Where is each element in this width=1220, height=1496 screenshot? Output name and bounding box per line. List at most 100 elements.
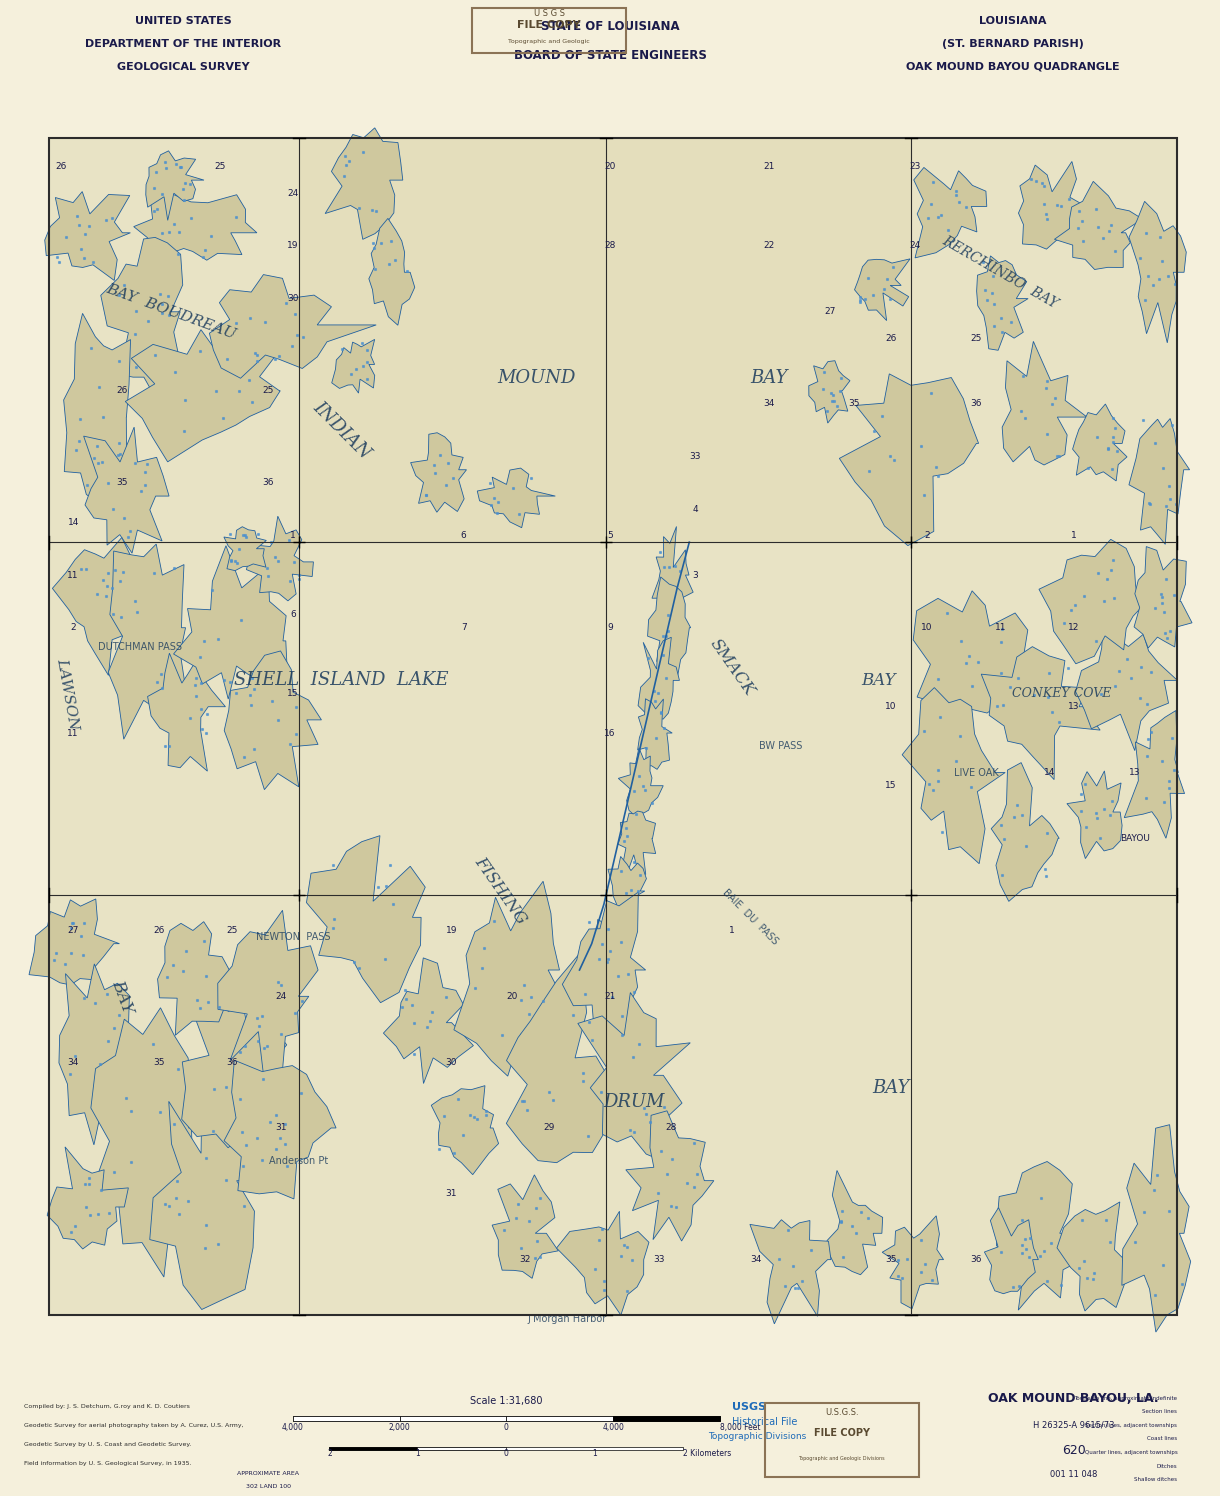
Polygon shape [59, 963, 143, 1144]
Text: 36: 36 [970, 1255, 982, 1264]
Polygon shape [562, 892, 645, 1052]
Text: 28: 28 [604, 241, 616, 250]
Polygon shape [157, 922, 238, 1035]
Polygon shape [506, 953, 608, 1162]
Text: 25: 25 [262, 386, 274, 395]
Polygon shape [578, 992, 691, 1164]
Text: Quarter lines, adjacent townships: Quarter lines, adjacent townships [1085, 1450, 1177, 1456]
Polygon shape [1002, 341, 1087, 465]
Text: NEWTON  PASS: NEWTON PASS [255, 932, 331, 942]
Text: (ST. BERNARD PARISH): (ST. BERNARD PARISH) [942, 39, 1083, 48]
Polygon shape [368, 218, 415, 325]
Polygon shape [492, 1174, 559, 1279]
Text: 32: 32 [518, 1255, 531, 1264]
Bar [293, 1417, 400, 1421]
Text: 34: 34 [67, 1058, 79, 1067]
Polygon shape [84, 428, 170, 554]
Text: 33: 33 [689, 452, 702, 461]
Text: SMACK: SMACK [706, 636, 758, 699]
Text: FISHING: FISHING [471, 854, 529, 928]
Polygon shape [1135, 546, 1192, 648]
Text: 11: 11 [994, 624, 1006, 633]
Polygon shape [1076, 618, 1177, 751]
Text: LOUISIANA: LOUISIANA [978, 15, 1047, 25]
Polygon shape [411, 432, 466, 512]
Text: OAK MOUND BAYOU QUADRANGLE: OAK MOUND BAYOU QUADRANGLE [905, 61, 1120, 72]
Text: 1: 1 [730, 926, 734, 935]
Text: 15: 15 [884, 781, 897, 790]
Text: APPROXIMATE AREA: APPROXIMATE AREA [238, 1471, 299, 1477]
Polygon shape [1072, 404, 1127, 480]
Text: 26: 26 [884, 334, 897, 343]
Polygon shape [1054, 181, 1142, 269]
Text: 36: 36 [226, 1058, 238, 1067]
Text: 19: 19 [287, 241, 299, 250]
Polygon shape [477, 468, 555, 528]
Text: Coast lines: Coast lines [1147, 1436, 1177, 1442]
Text: 13: 13 [1128, 767, 1141, 776]
Text: SHELL  ISLAND  LAKE: SHELL ISLAND LAKE [234, 672, 449, 690]
Text: 8,000 Feet: 8,000 Feet [720, 1423, 760, 1432]
Polygon shape [224, 1061, 336, 1198]
Text: Geodetic Survey for aerial photography taken by A. Curez, U.S. Army,: Geodetic Survey for aerial photography t… [24, 1423, 244, 1429]
Text: CONKEY COVE: CONKEY COVE [1011, 687, 1111, 700]
Text: BAY: BAY [109, 977, 135, 1016]
Text: 20: 20 [604, 163, 616, 172]
Text: 4,000: 4,000 [282, 1423, 304, 1432]
Text: 25: 25 [214, 163, 226, 172]
Text: 34: 34 [762, 399, 775, 408]
Polygon shape [827, 1170, 882, 1275]
Text: 24: 24 [287, 188, 299, 197]
Text: 13: 13 [1068, 702, 1080, 711]
Text: 1: 1 [290, 531, 295, 540]
Polygon shape [29, 899, 120, 984]
Text: 30: 30 [287, 295, 299, 304]
Text: BAY  BOUDREAU: BAY BOUDREAU [104, 281, 238, 341]
Text: 10: 10 [884, 702, 897, 711]
Text: GEOLOGICAL SURVEY: GEOLOGICAL SURVEY [117, 61, 249, 72]
Text: DRUM: DRUM [604, 1092, 665, 1110]
Bar [612, 1417, 720, 1421]
Text: Section lines, adjacent townships: Section lines, adjacent townships [1086, 1423, 1177, 1427]
Polygon shape [882, 1216, 943, 1309]
Bar [49, 138, 1177, 1315]
Bar [49, 138, 1177, 1315]
Polygon shape [638, 637, 680, 720]
Text: 6: 6 [290, 610, 295, 619]
Text: 7: 7 [461, 624, 466, 633]
Polygon shape [1068, 770, 1122, 859]
Polygon shape [914, 168, 987, 257]
Text: BAIE  DU  PASS: BAIE DU PASS [721, 887, 780, 947]
Polygon shape [839, 374, 978, 546]
Text: BAY: BAY [861, 672, 895, 688]
Text: BOARD OF STATE ENGINEERS: BOARD OF STATE ENGINEERS [514, 49, 706, 61]
Text: FILE COPY: FILE COPY [517, 21, 581, 30]
Text: 26: 26 [152, 926, 165, 935]
Text: 27: 27 [67, 926, 79, 935]
Polygon shape [1057, 1201, 1127, 1310]
Polygon shape [638, 699, 672, 769]
Text: 21: 21 [604, 992, 616, 1001]
Polygon shape [45, 191, 131, 280]
Text: LIVE OAK: LIVE OAK [954, 767, 998, 778]
Text: 9: 9 [608, 624, 612, 633]
Text: 35: 35 [884, 1255, 897, 1264]
Text: 20: 20 [506, 992, 518, 1001]
Polygon shape [217, 910, 318, 1079]
Polygon shape [150, 1065, 256, 1309]
Text: 10: 10 [921, 624, 933, 633]
Text: 33: 33 [653, 1255, 665, 1264]
Text: 6: 6 [461, 531, 466, 540]
Text: 4: 4 [693, 504, 698, 513]
Text: 11: 11 [67, 729, 79, 738]
Text: 25: 25 [970, 334, 982, 343]
Polygon shape [619, 748, 664, 815]
Bar [329, 1447, 683, 1450]
Text: J Morgan Harbor: J Morgan Harbor [528, 1313, 606, 1324]
Polygon shape [651, 527, 693, 615]
Polygon shape [48, 1147, 128, 1249]
Polygon shape [224, 651, 321, 790]
Polygon shape [1122, 1125, 1191, 1331]
Text: 15: 15 [287, 690, 299, 699]
Polygon shape [134, 190, 257, 260]
